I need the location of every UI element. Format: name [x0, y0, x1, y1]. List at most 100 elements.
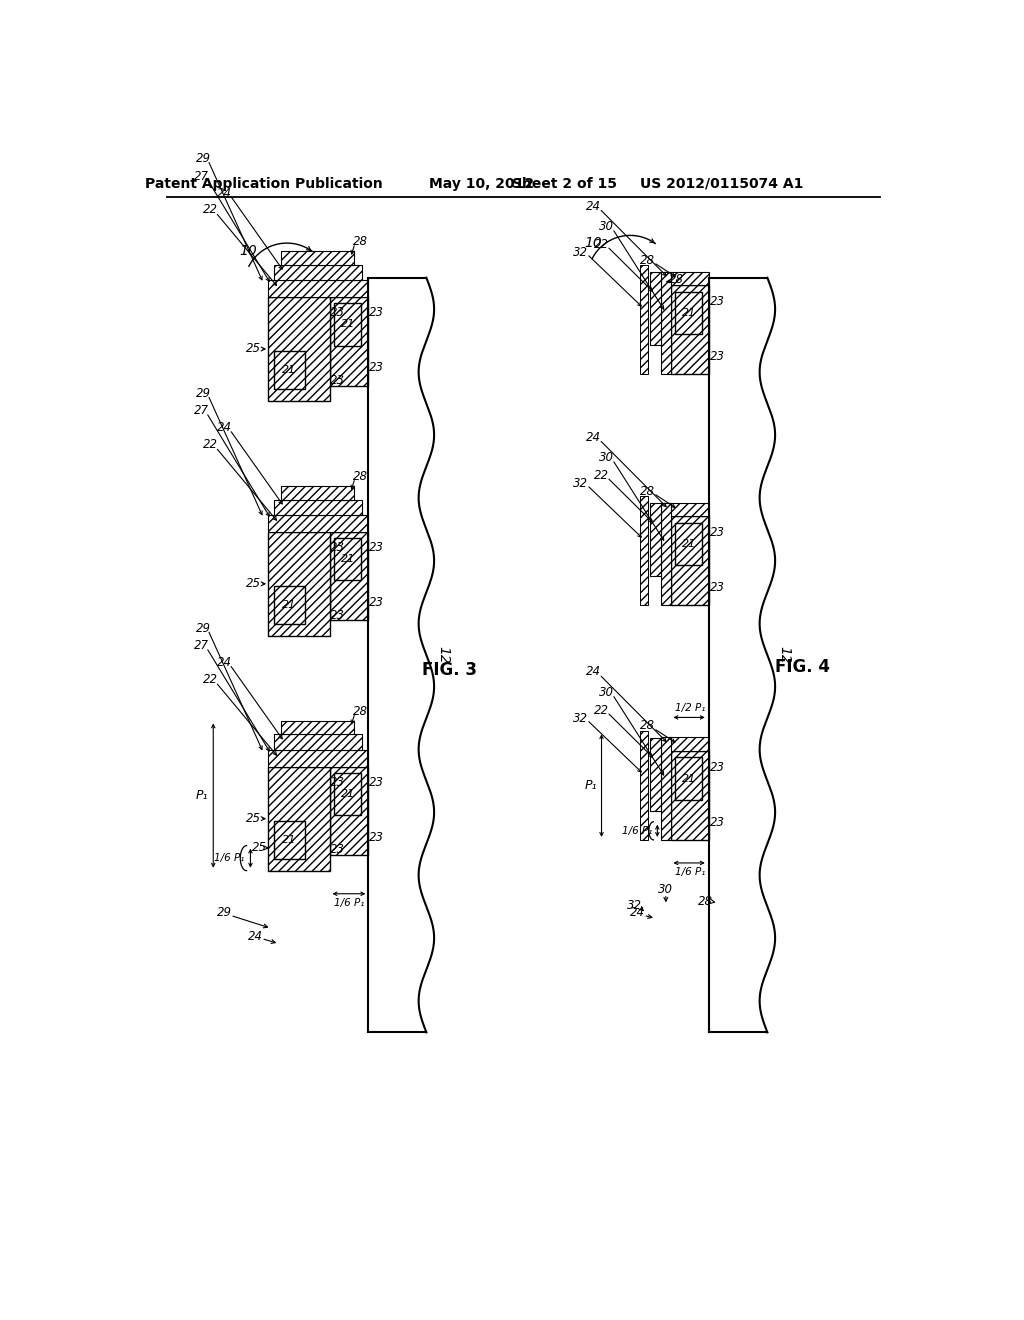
Text: 12: 12: [436, 647, 451, 664]
Text: 23: 23: [330, 541, 345, 554]
Text: 23: 23: [369, 776, 384, 789]
Text: 28: 28: [640, 253, 654, 267]
Text: 24: 24: [587, 430, 601, 444]
Text: 1/2 P₁: 1/2 P₁: [675, 704, 706, 713]
Bar: [273, 586, 305, 624]
Text: 21: 21: [282, 601, 296, 610]
Bar: [671, 751, 710, 840]
Text: FIG. 4: FIG. 4: [775, 657, 829, 676]
Text: 28: 28: [353, 470, 368, 483]
Text: 1/6 P₁: 1/6 P₁: [675, 867, 706, 878]
Bar: [640, 496, 648, 605]
Text: 23: 23: [369, 832, 384, 843]
Text: 30: 30: [599, 686, 614, 700]
Text: 10: 10: [240, 244, 257, 257]
Text: Sheet 2 of 15: Sheet 2 of 15: [512, 177, 616, 191]
Text: 24: 24: [249, 929, 263, 942]
Text: 32: 32: [573, 477, 588, 490]
Text: 23: 23: [710, 760, 725, 774]
Text: 30: 30: [599, 451, 614, 465]
Text: 23: 23: [369, 306, 384, 319]
Text: 24: 24: [587, 199, 601, 213]
Text: 23: 23: [710, 816, 725, 829]
Text: 12: 12: [777, 647, 792, 664]
Text: 23: 23: [710, 350, 725, 363]
Text: 28: 28: [698, 895, 713, 908]
Bar: [649, 738, 662, 810]
Text: 21: 21: [682, 774, 696, 784]
Text: 23: 23: [369, 541, 384, 554]
Bar: [334, 774, 361, 816]
Bar: [334, 539, 361, 581]
Text: 23: 23: [369, 362, 384, 375]
Text: 23: 23: [710, 525, 725, 539]
Bar: [273, 351, 305, 389]
Text: 1/6 P₁: 1/6 P₁: [334, 898, 365, 908]
Text: 25: 25: [246, 577, 261, 590]
Bar: [267, 767, 330, 871]
Text: 25: 25: [246, 342, 261, 355]
Bar: [267, 280, 369, 297]
Text: 23: 23: [710, 581, 725, 594]
Text: 25: 25: [246, 812, 261, 825]
Bar: [667, 738, 710, 751]
Bar: [330, 767, 369, 855]
Text: 22: 22: [594, 704, 609, 717]
Text: 28: 28: [353, 705, 368, 718]
Text: 22: 22: [204, 203, 218, 216]
Bar: [667, 503, 710, 516]
Bar: [334, 304, 361, 346]
Text: 1/6 P₁: 1/6 P₁: [214, 853, 244, 863]
Text: 27: 27: [195, 639, 209, 652]
Text: 23: 23: [710, 294, 725, 308]
Text: 30: 30: [658, 883, 674, 896]
Bar: [273, 264, 362, 280]
Bar: [662, 738, 671, 840]
Bar: [649, 272, 662, 345]
Bar: [282, 721, 354, 734]
Text: 21: 21: [282, 834, 296, 845]
Text: 21: 21: [682, 308, 696, 318]
Bar: [267, 515, 369, 532]
Text: Patent Application Publication: Patent Application Publication: [144, 177, 383, 191]
Text: 25: 25: [252, 841, 267, 854]
Bar: [671, 285, 710, 374]
Text: 28: 28: [640, 719, 654, 733]
Text: 24: 24: [631, 907, 645, 920]
Bar: [640, 731, 648, 840]
Bar: [282, 486, 354, 499]
Bar: [273, 821, 305, 859]
Text: 24: 24: [587, 665, 601, 678]
Bar: [282, 251, 354, 264]
Text: 28: 28: [353, 235, 368, 248]
Bar: [267, 750, 369, 767]
Bar: [273, 499, 362, 515]
Text: 24: 24: [217, 656, 232, 669]
Text: 32: 32: [573, 711, 588, 725]
Text: 21: 21: [341, 789, 355, 799]
Text: 23: 23: [330, 843, 345, 857]
Bar: [330, 532, 369, 620]
Text: 29: 29: [196, 622, 211, 635]
Text: 22: 22: [594, 469, 609, 482]
Text: 22: 22: [594, 238, 609, 251]
Text: May 10, 2012: May 10, 2012: [429, 177, 534, 191]
Text: 21: 21: [341, 319, 355, 329]
Text: 21: 21: [341, 554, 355, 564]
Bar: [649, 503, 662, 576]
Bar: [671, 516, 710, 605]
Bar: [330, 297, 369, 385]
Bar: [675, 292, 702, 334]
Text: 24: 24: [217, 186, 232, 199]
Bar: [662, 503, 671, 605]
Text: 28: 28: [670, 273, 684, 286]
Text: 22: 22: [204, 438, 218, 451]
Text: 23: 23: [330, 776, 345, 789]
Text: 32: 32: [627, 899, 642, 912]
Text: P₁: P₁: [585, 779, 597, 792]
Text: 29: 29: [196, 387, 211, 400]
Text: 29: 29: [196, 152, 211, 165]
Bar: [667, 272, 710, 285]
Text: 23: 23: [330, 306, 345, 319]
Text: 27: 27: [195, 404, 209, 417]
